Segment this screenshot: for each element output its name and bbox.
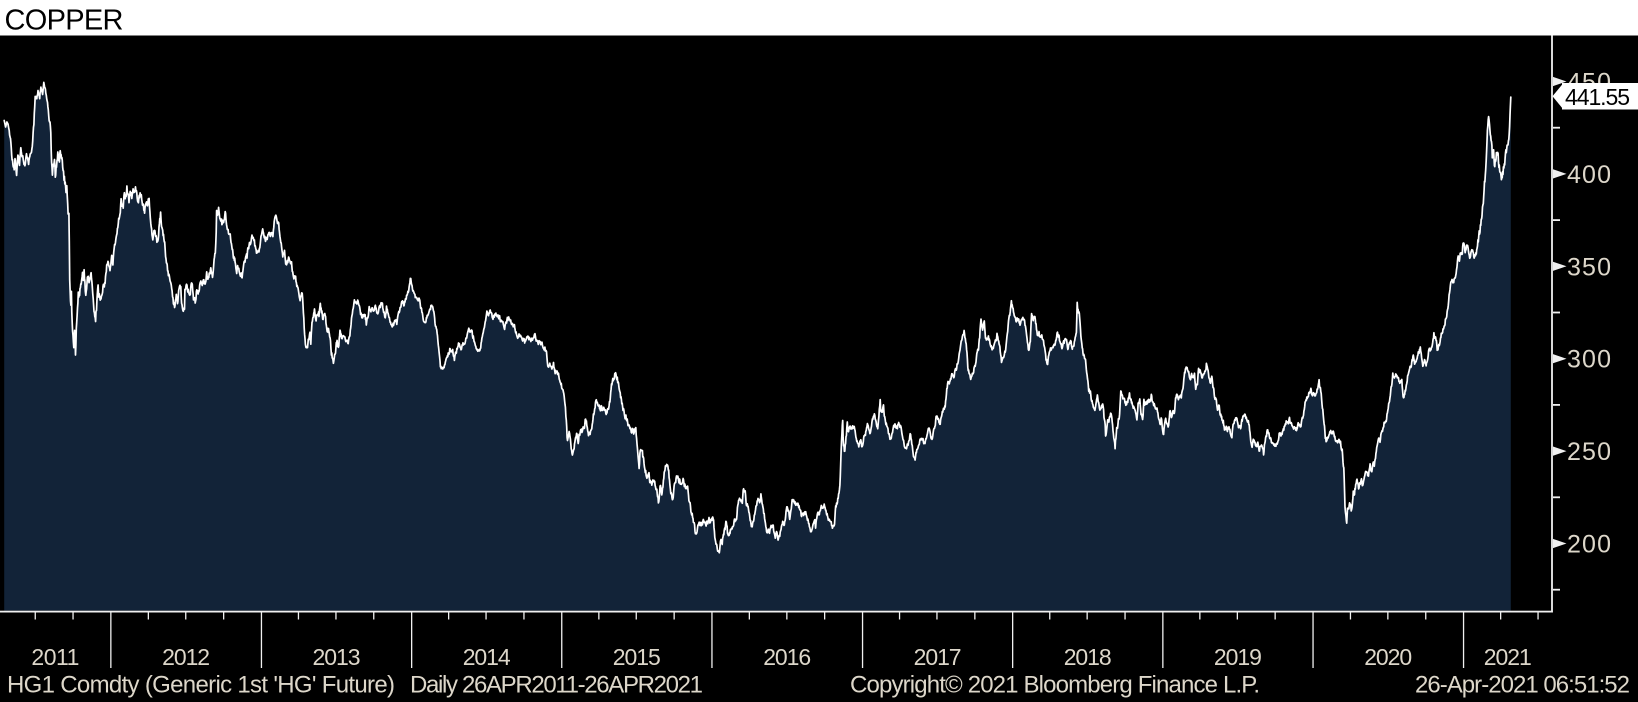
- svg-text:350: 350: [1567, 253, 1611, 281]
- svg-text:2017: 2017: [914, 644, 962, 670]
- svg-text:400: 400: [1567, 161, 1611, 189]
- svg-text:441.55: 441.55: [1565, 84, 1630, 110]
- svg-text:2018: 2018: [1064, 644, 1112, 670]
- svg-text:2014: 2014: [463, 644, 511, 670]
- svg-text:Copyright© 2021 Bloomberg Fina: Copyright© 2021 Bloomberg Finance L.P.: [850, 672, 1260, 699]
- svg-text:300: 300: [1567, 346, 1611, 374]
- svg-text:2021: 2021: [1484, 644, 1532, 670]
- svg-text:2015: 2015: [613, 644, 661, 670]
- svg-text:26-Apr-2021 06:51:52: 26-Apr-2021 06:51:52: [1415, 672, 1630, 699]
- svg-text:2012: 2012: [162, 644, 210, 670]
- svg-text:COPPER: COPPER: [5, 5, 124, 37]
- svg-text:2011: 2011: [31, 644, 79, 670]
- svg-text:2016: 2016: [763, 644, 811, 670]
- svg-text:250: 250: [1567, 438, 1611, 466]
- svg-text:2020: 2020: [1364, 644, 1412, 670]
- svg-text:Daily 26APR2011-26APR2021: Daily 26APR2011-26APR2021: [410, 672, 703, 699]
- svg-text:2013: 2013: [313, 644, 361, 670]
- svg-text:2019: 2019: [1214, 644, 1262, 670]
- svg-text:HG1 Comdty (Generic 1st 'HG' F: HG1 Comdty (Generic 1st 'HG' Future): [7, 672, 395, 699]
- svg-text:200: 200: [1567, 531, 1611, 559]
